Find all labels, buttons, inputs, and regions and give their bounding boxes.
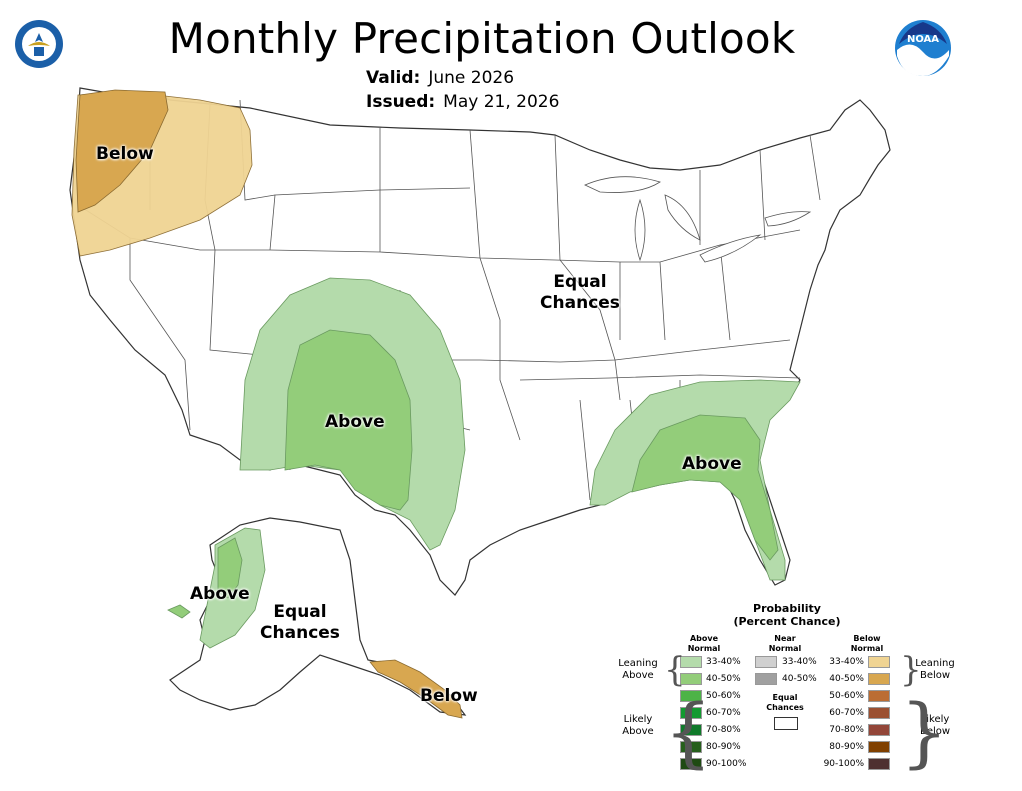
likely-below-2: Below	[919, 726, 951, 737]
issued-label: Issued:	[366, 92, 436, 112]
below-swatch-5	[868, 741, 890, 753]
label-equal-conus-line2: Chances	[540, 293, 620, 313]
issued-value: May 21, 2026	[443, 92, 560, 112]
above-swatch-label-6: 90-100%	[706, 759, 747, 769]
great-lakes	[584, 176, 812, 263]
equal-1: Equal	[772, 693, 798, 702]
below-swatch-6	[868, 758, 890, 770]
valid-value: June 2026	[428, 68, 515, 88]
above-swatch-1	[680, 673, 702, 685]
below-swatch-label-0: 33-40%	[829, 657, 864, 667]
brace-likely-below: }	[900, 687, 949, 776]
below-ak-se	[369, 659, 463, 719]
legend-title-line1: Probability	[753, 602, 821, 615]
equal-2: Chances	[766, 703, 804, 712]
near-swatch-1	[755, 673, 777, 685]
brace-likely-above: {	[664, 687, 713, 776]
above-normal-header: Above Normal	[674, 634, 734, 654]
noaa-logo-icon: NOAA	[895, 20, 951, 76]
above-swatch-0	[680, 656, 702, 668]
likely-above-2: Above	[622, 726, 654, 737]
valid-line: Valid: June 2026	[366, 68, 514, 88]
near-swatch-label-1: 40-50%	[782, 674, 817, 684]
below-swatch-0	[868, 656, 890, 668]
below-swatch-label-6: 90-100%	[823, 759, 864, 769]
above-swatch-label-0: 33-40%	[706, 657, 741, 667]
below-40-nw	[75, 89, 169, 213]
above-swatch-label-4: 70-80%	[706, 725, 741, 735]
issued-line: Issued: May 21, 2026	[366, 92, 559, 112]
doc-seal-icon	[15, 20, 63, 68]
near-swatch-label-0: 33-40%	[782, 657, 817, 667]
below-swatch-4	[868, 724, 890, 736]
below-swatch-label-5: 80-90%	[829, 742, 864, 752]
below-swatch-label-4: 70-80%	[829, 725, 864, 735]
below-swatch-label-1: 40-50%	[829, 674, 864, 684]
near-normal-header: Near Normal	[755, 634, 815, 654]
above-swatch-4	[680, 724, 702, 736]
leaning-below-2: Below	[919, 670, 951, 681]
likely-below-1: Likely	[920, 714, 950, 725]
label-equal-conus-line1: Equal	[553, 272, 607, 292]
above-head-2: Normal	[687, 644, 721, 653]
near-head-1: Near	[774, 634, 796, 643]
above-head-1: Above	[689, 634, 719, 643]
above-swatch-3	[680, 707, 702, 719]
below-swatch-3	[868, 707, 890, 719]
label-below-northwest: Below	[96, 144, 154, 164]
below-swatch-2	[868, 690, 890, 702]
below-head-1: Below	[853, 634, 881, 643]
leaning-above-1: Leaning	[618, 658, 658, 669]
below-swatch-label-2: 50-60%	[829, 691, 864, 701]
above-swatch-6	[680, 758, 702, 770]
above-swatch-5	[680, 741, 702, 753]
leaning-above-label: Leaning Above	[616, 658, 660, 682]
below-normal-header: Below Normal	[837, 634, 897, 654]
above-swatch-label-3: 60-70%	[706, 708, 741, 718]
label-equal-alaska-line2: Chances	[260, 623, 340, 643]
noaa-logo-text: NOAA	[907, 34, 939, 45]
label-equal-alaska-line1: Equal	[273, 602, 327, 622]
legend-title: Probability (Percent Chance)	[612, 602, 962, 628]
brace-leaning-below: }	[900, 650, 922, 690]
near-swatch-0	[755, 656, 777, 668]
label-above-southeast: Above	[682, 454, 742, 474]
probability-legend: Probability (Percent Chance) Above Norma…	[612, 600, 962, 780]
below-swatch-label-3: 60-70%	[829, 708, 864, 718]
leaning-below-label: Leaning Below	[912, 658, 958, 682]
label-above-alaska: Above	[190, 584, 250, 604]
above-40-sw	[284, 329, 413, 511]
above-swatch-label-1: 40-50%	[706, 674, 741, 684]
above-40-se	[631, 414, 779, 561]
page-title: Monthly Precipitation Outlook	[168, 14, 796, 63]
brace-leaning-above: {	[664, 650, 686, 690]
likely-below-label: Likely Below	[912, 714, 958, 738]
above-swatch-label-2: 50-60%	[706, 691, 741, 701]
leaning-above-2: Above	[622, 670, 654, 681]
label-below-alaska: Below	[420, 686, 478, 706]
label-above-southwest: Above	[325, 412, 385, 432]
above-swatch-2	[680, 690, 702, 702]
above-40-ak	[217, 537, 243, 599]
equal-chances-legend-label: Equal Chances	[760, 693, 810, 713]
above-40-ak-island	[167, 604, 191, 619]
equal-chances-swatch	[774, 717, 798, 730]
legend-title-line2: (Percent Chance)	[733, 615, 841, 628]
below-head-2: Normal	[850, 644, 884, 653]
leaning-below-1: Leaning	[915, 658, 955, 669]
likely-above-label: Likely Above	[616, 714, 660, 738]
valid-label: Valid:	[366, 68, 421, 88]
above-swatch-label-5: 80-90%	[706, 742, 741, 752]
below-swatch-1	[868, 673, 890, 685]
near-head-2: Normal	[768, 644, 802, 653]
likely-above-1: Likely	[623, 714, 653, 725]
